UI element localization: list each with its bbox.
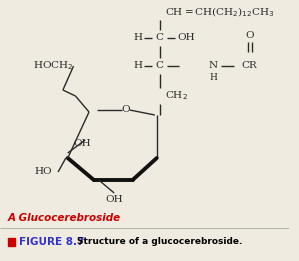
Text: OH: OH	[105, 195, 123, 205]
Text: OH: OH	[177, 33, 195, 43]
Text: OH: OH	[74, 139, 91, 147]
Text: CH$=$CH(CH$_2$)$_{12}$CH$_3$: CH$=$CH(CH$_2$)$_{12}$CH$_3$	[164, 5, 274, 19]
Text: H: H	[209, 74, 217, 82]
Text: N: N	[208, 62, 217, 70]
Text: H: H	[134, 62, 143, 70]
Text: CR: CR	[242, 62, 257, 70]
Text: Structure of a glucocerebroside.: Structure of a glucocerebroside.	[77, 238, 243, 246]
Text: CH$_2$: CH$_2$	[165, 90, 188, 102]
Text: C: C	[156, 33, 164, 43]
Text: O: O	[245, 32, 254, 40]
Text: FIGURE 8.7: FIGURE 8.7	[19, 237, 85, 247]
Text: A Glucocerebroside: A Glucocerebroside	[8, 213, 121, 223]
Text: C: C	[156, 62, 164, 70]
Text: H: H	[134, 33, 143, 43]
Text: HOCH$_2$: HOCH$_2$	[33, 60, 74, 72]
Text: HO: HO	[35, 168, 52, 176]
Text: O: O	[121, 105, 130, 115]
Bar	[8, 238, 16, 246]
